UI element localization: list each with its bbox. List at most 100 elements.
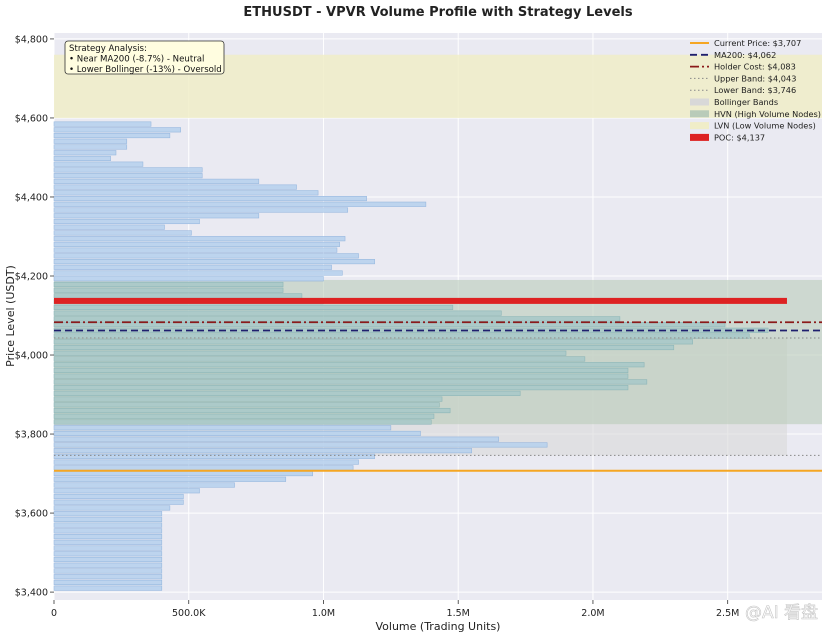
volume-bar (53, 333, 750, 339)
volume-bar (53, 448, 472, 454)
volume-bar (53, 184, 297, 190)
y-tick-label: $4,200 (15, 272, 48, 283)
legend-swatch (690, 98, 709, 106)
volume-bar (53, 390, 521, 396)
volume-bar (53, 367, 629, 373)
volume-bar (53, 465, 354, 471)
volume-bar (53, 144, 128, 150)
volume-bar (53, 344, 675, 351)
legend-swatch (690, 110, 709, 118)
legend-label: Bollinger Bands (714, 97, 778, 107)
volume-bar (53, 304, 454, 310)
volume-bar (53, 178, 260, 184)
volume-bar (53, 138, 128, 144)
y-tick-label: $3,600 (15, 509, 48, 520)
volume-bar (53, 402, 440, 408)
volume-bar (53, 436, 499, 442)
volume-bar (53, 201, 427, 207)
volume-bar (53, 155, 111, 162)
volume-bar (53, 574, 163, 580)
volume-bar (53, 281, 284, 288)
volume-bar (53, 511, 163, 517)
legend-label: Current Price: $3,707 (714, 38, 801, 48)
x-axis-label: Volume (Trading Units) (376, 620, 501, 633)
x-tick-label: 2.5M (716, 608, 739, 619)
volume-bar (53, 534, 163, 540)
annotation-box (64, 40, 225, 75)
volume-bar (53, 247, 338, 253)
volume-bar (53, 551, 163, 557)
volume-bar (53, 276, 324, 282)
volume-bar (53, 161, 144, 167)
x-tick-label: 500.0K (172, 608, 206, 619)
volume-bar (53, 407, 451, 414)
volume-bar (53, 459, 359, 465)
legend-label: Holder Cost: $4,083 (714, 62, 796, 72)
volume-bar (53, 213, 260, 219)
volume-bar (53, 442, 548, 448)
volume-bar (53, 356, 586, 362)
volume-bar (53, 379, 648, 385)
volume-bar (53, 499, 184, 505)
chart-title: ETHUSDT - VPVR Volume Profile with Strat… (243, 5, 632, 20)
legend-label: HVN (High Volume Nodes) (714, 109, 821, 119)
annotation-line: • Lower Bollinger (-13%) - Oversold (69, 65, 222, 75)
volume-bar (53, 579, 163, 585)
annotation-line: • Near MA200 (-8.7%) - Neutral (69, 55, 204, 65)
volume-bar (53, 195, 367, 202)
legend-label: LVN (Low Volume Nodes) (714, 121, 816, 131)
watermark: @AI 看盘 (745, 603, 818, 623)
volume-bar (53, 241, 340, 247)
legend-label: MA200: $4,062 (714, 50, 776, 60)
volume-bar (53, 425, 392, 431)
strategy-annotation: Strategy Analysis:• Near MA200 (-8.7%) -… (64, 40, 225, 75)
volume-bar (53, 287, 284, 293)
x-tick-label: 0 (51, 608, 57, 619)
volume-bar (53, 150, 117, 156)
volume-bar (53, 127, 181, 133)
volume-bar (53, 350, 567, 356)
volume-bar (53, 132, 171, 139)
volume-bar (53, 413, 435, 419)
volume-bar (53, 430, 421, 437)
strategy-levels (54, 297, 822, 472)
volume-bar (53, 270, 343, 276)
volume-bar (53, 190, 319, 196)
volume-bar (53, 264, 332, 270)
legend-label: POC: $4,137 (714, 132, 765, 142)
volume-bar (53, 121, 152, 127)
poc-bar (54, 297, 787, 304)
volume-bar (53, 539, 163, 545)
x-tick-label: 1.0M (312, 608, 335, 619)
volume-bar (53, 476, 287, 482)
volume-bar (53, 562, 163, 568)
volume-bar (53, 167, 203, 173)
volume-bar (53, 385, 629, 391)
volume-bar (53, 310, 502, 316)
volume-bar (53, 568, 163, 574)
y-tick-label: $4,800 (15, 34, 48, 45)
legend-label: Upper Band: $4,043 (714, 73, 796, 83)
legend-label: Lower Band: $3,746 (714, 85, 796, 95)
y-tick-label: $4,400 (15, 192, 48, 203)
volume-bar (53, 253, 359, 259)
legend: Current Price: $3,707 MA200: $4,062 Holder… (690, 38, 821, 142)
volume-bar (53, 419, 432, 425)
volume-bar (53, 556, 163, 563)
volume-bar (53, 488, 200, 494)
volume-bar (53, 218, 200, 225)
volume-bar (53, 362, 645, 368)
volume-bar (53, 224, 165, 230)
volume-bar (53, 522, 163, 528)
volume-bar (53, 493, 184, 500)
volume-bar (53, 396, 443, 402)
y-tick-label: $3,800 (15, 430, 48, 441)
volume-bar (53, 230, 192, 236)
volume-bar (53, 207, 349, 213)
volume-bar (53, 316, 621, 322)
volume-bar (53, 528, 163, 534)
volume-bar (53, 373, 629, 379)
x-axis-ticks: 0 500.0K 1.0M 1.5M 2.0M 2.5M (51, 600, 739, 619)
